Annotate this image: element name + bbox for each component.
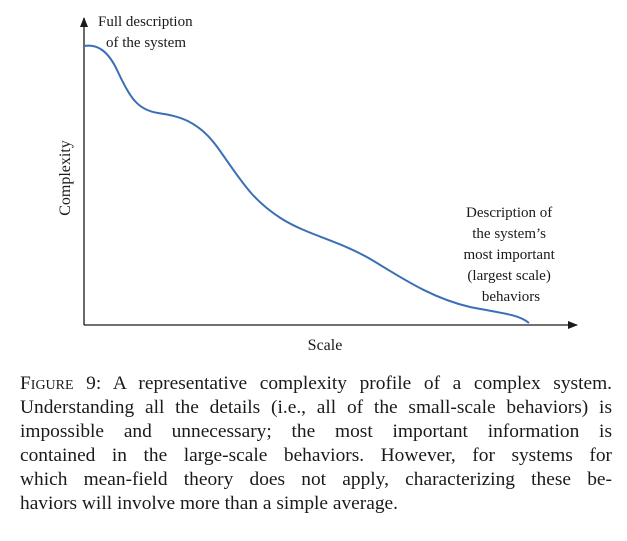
caption-label: Figure 9: (20, 373, 102, 394)
figure-svg: Full description of the system Descripti… (57, 14, 578, 354)
annotation-bottom: Description of the system’s most importa… (464, 205, 559, 305)
annotation-bottom-line-5: behaviors (482, 289, 540, 305)
complexity-curve (83, 44, 530, 324)
x-axis-label: Scale (308, 337, 343, 354)
annotation-bottom-line-1: Description of (466, 205, 552, 221)
caption-line-3: impossible and unnecessary; the most imp… (20, 421, 612, 442)
annotation-bottom-line-4: (largest scale) (467, 268, 550, 284)
annotation-bottom-line-2: the system’s (472, 226, 546, 242)
figure-caption: Figure 9: A representative complexity pr… (20, 372, 612, 516)
annotation-top: Full description of the system (98, 14, 196, 51)
caption-line-2: Understanding all the details (i.e., all… (20, 397, 612, 418)
caption-text-1: A representative complexity profile of a… (112, 373, 612, 394)
annotation-top-line-2: of the system (106, 35, 186, 51)
caption-line-4: contained in the large-scale behaviors. … (20, 445, 612, 466)
caption-line-1: Figure 9: A representative complexity pr… (20, 372, 612, 396)
y-axis-label: Complexity (57, 140, 74, 216)
annotation-bottom-line-3: most important (464, 247, 556, 263)
complexity-profile-figure: Full description of the system Descripti… (57, 14, 578, 354)
caption-line-5: which mean-field theory does not apply, … (20, 469, 612, 490)
annotation-top-line-1: Full description (98, 14, 193, 30)
caption-line-6: haviors will involve more than a simple … (20, 493, 399, 514)
